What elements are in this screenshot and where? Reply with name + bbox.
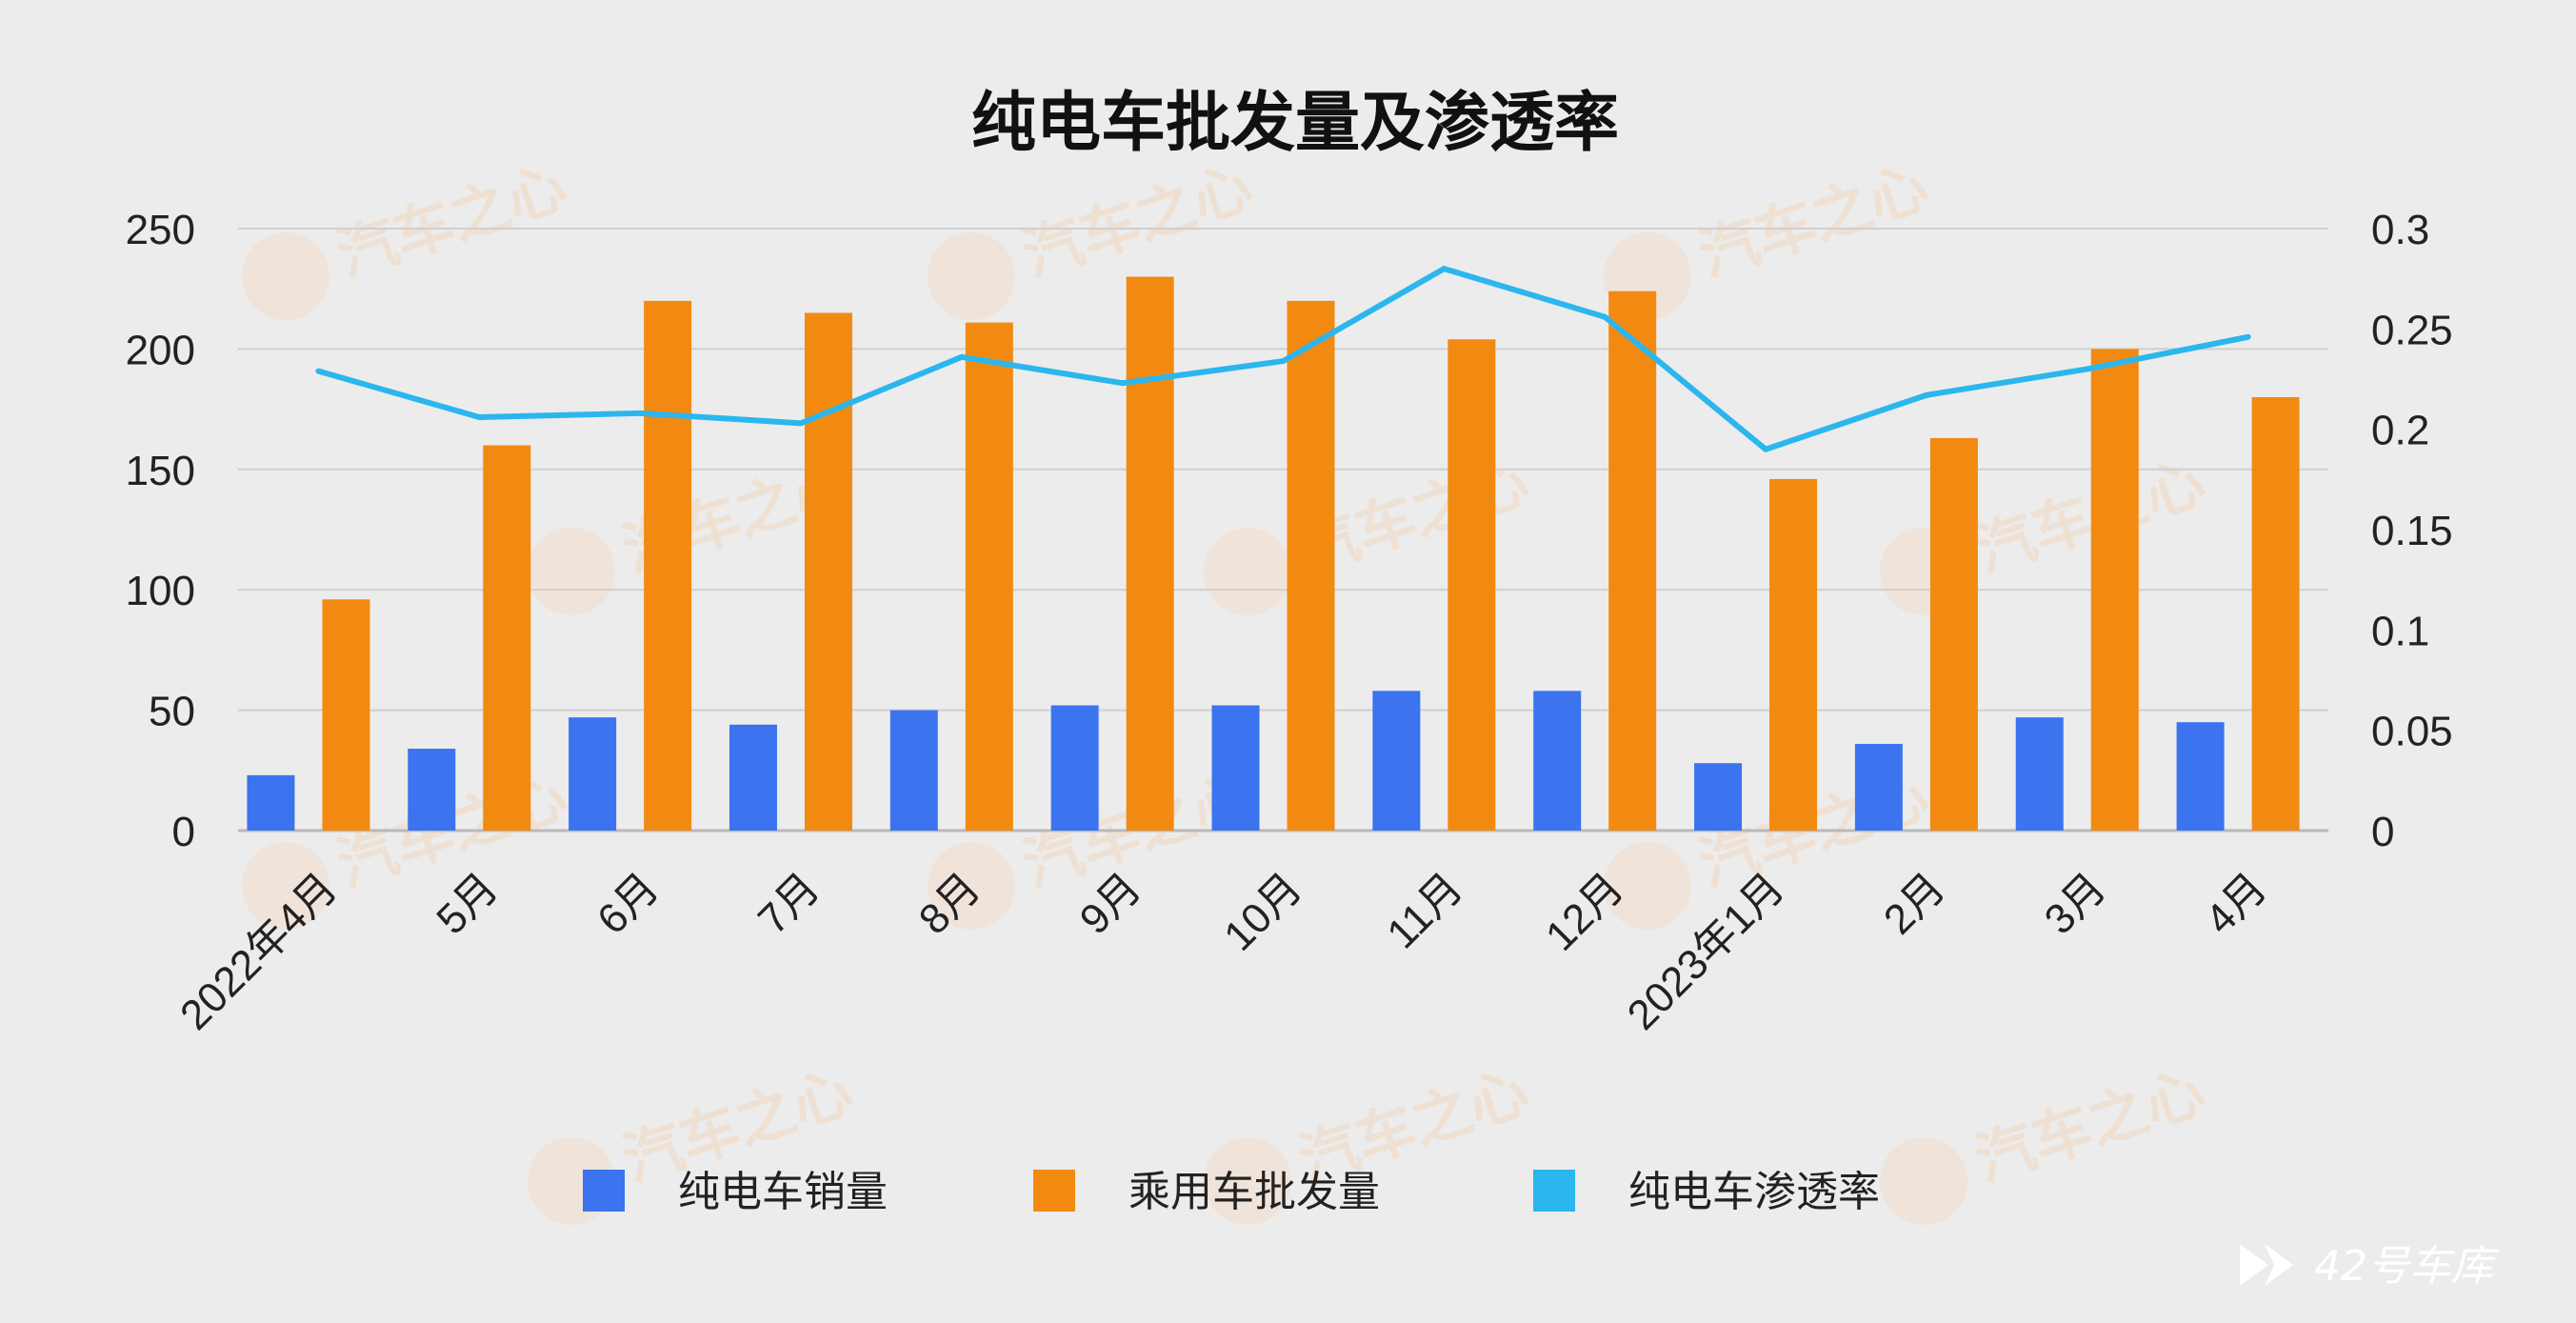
watermark: 汽车之心 [928,151,1261,320]
penetration-point [1763,446,1769,452]
y-tick-left: 100 [126,568,195,614]
bar-passenger-wholesale [1287,300,1335,832]
x-tick: 10月 [1215,864,1310,959]
watermark: 汽车之心 [1880,447,2213,615]
penetration-point [2084,366,2090,372]
penetration-point [958,353,965,360]
legend-item: 纯电车渗透率 [1533,1168,1880,1216]
legend-label: 纯电车渗透率 [1628,1168,1880,1216]
penetration-point [1441,266,1448,272]
legend-swatch [583,1170,625,1212]
bar-passenger-wholesale [1769,478,1818,831]
penetration-point [476,414,483,421]
bar-passenger-wholesale [1448,339,1496,832]
bar-passenger-wholesale [1929,437,1978,831]
watermark-text: 汽车之心 [1967,447,2212,586]
penetration-point [797,420,804,427]
bar-ev-sales [1050,705,1099,831]
y-tick-right: 0.1 [2371,608,2429,654]
bar-passenger-wholesale [1126,276,1174,831]
legend-label: 纯电车销量 [678,1168,888,1216]
chart-title: 纯电车批发量及渗透率 [971,86,1619,161]
penetration-line [315,266,2251,452]
bar-ev-sales [889,710,938,831]
y-tick-left: 50 [149,689,195,735]
x-tick: 7月 [749,864,829,943]
brand-name: 42号车库 [2314,1242,2500,1291]
legend-item: 纯电车销量 [583,1168,888,1216]
y-tick-right: 0 [2371,809,2394,855]
x-tick: 3月 [2036,864,2115,943]
penetration-point [2245,333,2251,340]
watermark: 汽车之心 [242,151,575,320]
y-tick-right: 0.25 [2371,307,2453,353]
bars [247,276,2300,832]
x-tick: 2月 [1875,864,1954,943]
y-tick-left: 250 [126,207,195,253]
penetration-point [1602,313,1608,320]
y-tick-left: 0 [172,809,195,855]
bar-ev-sales [1211,705,1260,831]
bar-ev-sales [408,749,456,831]
watermark-text: 汽车之心 [329,151,574,291]
x-tick: 5月 [428,864,507,943]
bar-ev-sales [1854,743,1903,831]
penetration-point [1923,391,1929,398]
bar-ev-sales [2015,717,2064,831]
legend-item: 乘用车批发量 [1033,1168,1380,1216]
x-tick: 11月 [1378,864,1471,957]
y-axis-left: 0 50 100 150 200 250 [126,207,195,855]
legend-swatch [1033,1170,1075,1212]
bar-ev-sales [1372,691,1421,831]
watermark-text: 汽车之心 [1690,151,1936,291]
penetration-point [637,410,644,416]
penetration-point [315,368,322,374]
penetration-point [1119,380,1126,387]
bar-ev-sales [247,774,295,831]
bar-passenger-wholesale [2251,396,2300,831]
y-tick-left: 150 [126,448,195,494]
y-tick-right: 0.2 [2371,408,2429,454]
penetration-point [1280,358,1287,365]
bar-ev-sales [1694,763,1743,831]
legend-swatch [1533,1170,1575,1212]
watermark-text: 汽车之心 [1967,1056,2212,1195]
x-tick: 4月 [2197,864,2276,943]
watermark: 汽车之心 [1880,1056,2213,1225]
legend: 纯电车销量 乘用车批发量 纯电车渗透率 [583,1168,1880,1216]
bar-ev-sales [2176,722,2225,831]
brand-logo: 42号车库 [2240,1242,2500,1291]
y-tick-right: 0.15 [2371,508,2453,554]
bar-passenger-wholesale [644,300,692,832]
bar-passenger-wholesale [804,312,852,832]
bar-ev-sales [1533,691,1582,831]
x-tick: 6月 [589,864,668,943]
bar-passenger-wholesale [483,445,531,831]
y-axis-right: 0 0.05 0.1 0.15 0.2 0.25 0.3 [2371,207,2453,855]
bar-passenger-wholesale [1608,291,1657,831]
bar-passenger-wholesale [322,599,370,831]
bar-passenger-wholesale [2090,349,2139,831]
watermark-text: 汽车之心 [1014,151,1260,291]
brand-play-icon [2240,1244,2293,1286]
y-tick-left: 200 [126,327,195,373]
bar-ev-sales [569,717,617,831]
legend-label: 乘用车批发量 [1128,1168,1380,1216]
y-tick-right: 0.05 [2371,709,2453,755]
y-tick-right: 0.3 [2371,207,2429,253]
bar-ev-sales [729,724,777,831]
bar-passenger-wholesale [965,322,1013,831]
